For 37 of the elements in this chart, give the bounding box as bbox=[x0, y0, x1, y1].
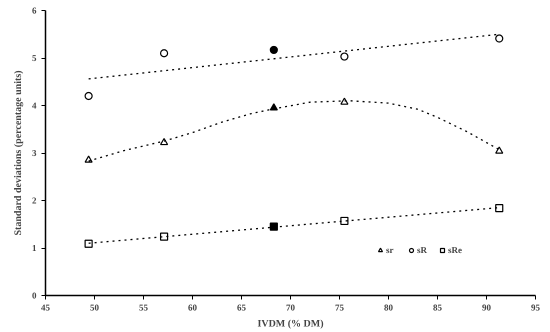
x-tick-label: 75 bbox=[335, 302, 344, 312]
point bbox=[270, 103, 278, 110]
point bbox=[270, 46, 278, 54]
x-tick-label: 85 bbox=[433, 302, 442, 312]
x-tick-label: 65 bbox=[237, 302, 246, 312]
point bbox=[495, 34, 504, 43]
y-tick-label: 0 bbox=[32, 290, 37, 300]
y-tick-label: 5 bbox=[32, 53, 37, 63]
legend-label: sr bbox=[386, 245, 394, 255]
y-tick-label: 1 bbox=[32, 243, 37, 253]
point bbox=[340, 216, 348, 226]
point bbox=[340, 98, 348, 105]
y-axis-title: Standard deviations (percentage units) bbox=[13, 70, 24, 236]
x-tick-label: 90 bbox=[482, 302, 492, 312]
x-tick-label: 60 bbox=[188, 302, 198, 312]
y-tick-label: 2 bbox=[32, 196, 37, 206]
x-axis-title: IVDM (% DM) bbox=[257, 318, 324, 330]
point bbox=[160, 232, 168, 241]
x-tick-label: 50 bbox=[90, 302, 100, 312]
legend-label: sR bbox=[417, 245, 428, 255]
point bbox=[160, 138, 168, 146]
y-tick-label: 6 bbox=[32, 6, 37, 16]
point bbox=[84, 92, 93, 100]
x-tick-label: 80 bbox=[384, 302, 394, 312]
x-tick-label: 45 bbox=[41, 302, 50, 312]
legend-label: sRe bbox=[448, 245, 463, 255]
point bbox=[270, 222, 278, 231]
y-tick-label: 4 bbox=[32, 100, 37, 110]
x-tick-label: 55 bbox=[139, 302, 148, 312]
point bbox=[495, 204, 504, 212]
x-tick-label: 95 bbox=[531, 302, 540, 312]
y-tick-label: 3 bbox=[32, 148, 37, 158]
point bbox=[340, 52, 348, 61]
x-tick-label: 70 bbox=[286, 302, 296, 312]
point bbox=[160, 49, 168, 58]
point bbox=[495, 146, 504, 154]
point bbox=[84, 240, 93, 248]
